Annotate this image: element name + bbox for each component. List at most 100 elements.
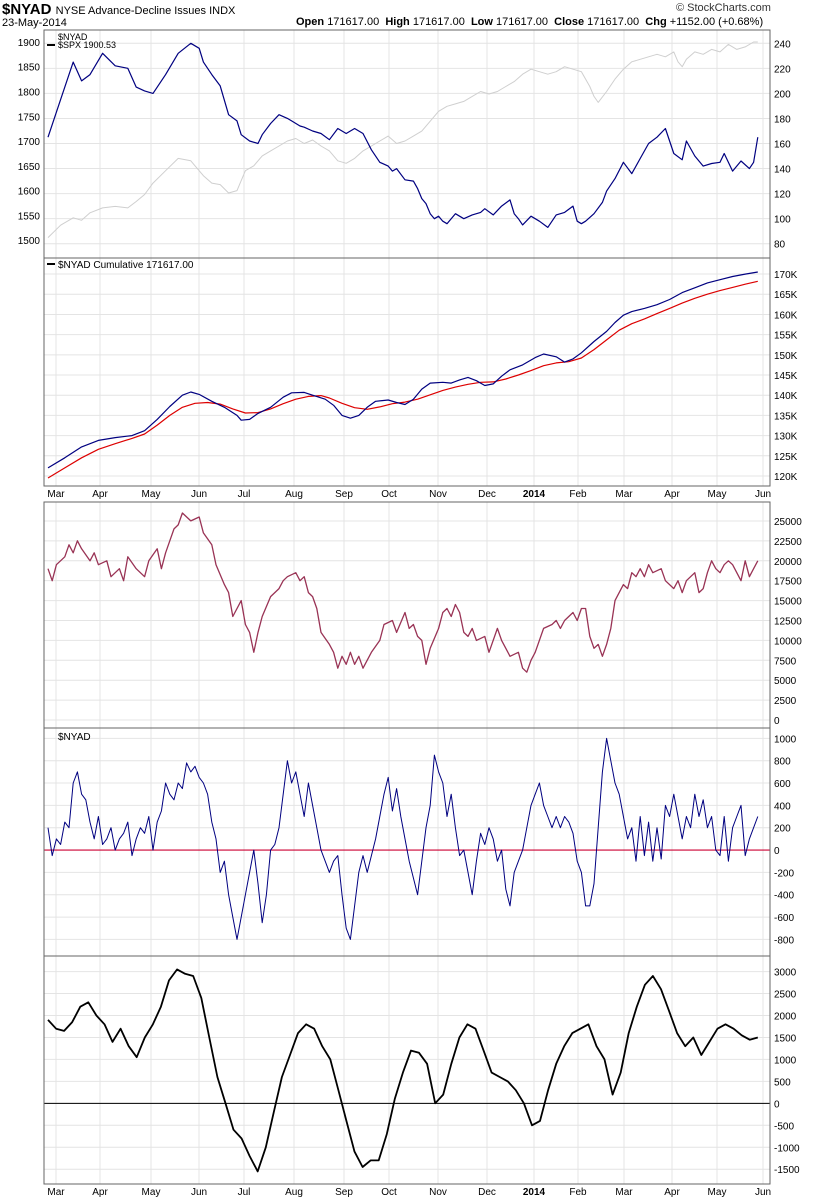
right-tick-label-4-5: 1000 [774,1055,797,1066]
open-value: 171617.00 [327,16,380,28]
right-tick-label-3-6: 400 [774,801,791,812]
chart-header: $NYAD NYSE Advance-Decline Issues INDX 2… [0,0,820,30]
right-tick-label-2-1: 2500 [774,696,797,707]
left-tick-label-0-1: 1550 [18,211,41,222]
daily-nyad-line [47,737,759,940]
high-value: 171617.00 [412,16,465,28]
right-tick-label-3-9: 1000 [774,734,797,745]
x-tick-label-4-3: Jun [191,1187,207,1198]
panel-frame-2 [43,501,771,729]
right-tick-label-1-9: 165K [774,290,798,301]
right-tick-label-0-6: 200 [774,89,791,100]
low-value: 171617.00 [496,16,549,28]
right-tick-label-2-8: 20000 [774,557,802,568]
right-tick-label-3-1: -600 [774,913,794,924]
right-tick-label-0-8: 240 [774,39,791,50]
symbol-description: NYSE Advance-Decline Issues INDX [55,5,236,17]
right-tick-label-1-3: 135K [774,411,798,422]
right-tick-label-2-0: 0 [774,716,780,727]
x-tick-label-1-3: Jun [191,489,207,500]
x-tick-label-4-7: Oct [381,1187,397,1198]
symbol: $NYAD [2,1,52,18]
close-label: Close [554,16,585,28]
right-tick-label-2-6: 15000 [774,597,802,608]
right-tick-label-3-5: 200 [774,824,791,835]
chg-label: Chg [645,16,667,28]
right-tick-label-3-3: -200 [774,868,794,879]
right-tick-label-4-0: -1500 [774,1165,800,1176]
chg-value: +1152.00 (+0.68%) [669,16,764,28]
left-tick-label-0-7: 1850 [18,63,41,74]
right-tick-label-4-1: -1000 [774,1143,800,1154]
right-tick-label-0-2: 120 [774,190,791,201]
right-tick-label-0-0: 80 [774,240,786,251]
x-tick-label-1-12: Mar [615,489,633,500]
right-tick-label-1-8: 160K [774,310,798,321]
cumulative-line [47,271,758,469]
x-tick-label-4-9: Dec [478,1187,496,1198]
right-tick-label-2-2: 5000 [774,676,797,687]
right-tick-label-4-9: 3000 [774,968,797,979]
x-tick-label-4-10: 2014 [523,1187,546,1198]
panel-frame-3 [43,727,771,957]
right-tick-label-2-9: 22500 [774,537,802,548]
right-tick-label-1-4: 140K [774,391,798,402]
right-tick-label-3-2: -400 [774,891,794,902]
right-tick-label-2-10: 25000 [774,517,802,528]
right-tick-label-1-5: 145K [774,371,798,382]
right-tick-label-4-8: 2500 [774,990,797,1001]
x-tick-label-1-11: Feb [569,489,587,500]
black-oscillator-line [47,968,759,1173]
left-tick-label-0-4: 1700 [18,137,41,148]
right-tick-label-1-10: 170K [774,270,798,281]
maroon-oscillator-line [47,512,759,673]
left-tick-label-0-0: 1500 [18,236,41,247]
x-tick-label-4-0: Mar [47,1187,65,1198]
right-tick-label-2-3: 7500 [774,656,797,667]
right-tick-label-0-1: 100 [774,215,791,226]
panel-title-daily-nyad: $NYAD [58,732,91,743]
x-tick-label-1-8: Nov [429,489,447,500]
right-tick-label-0-4: 160 [774,140,791,151]
right-tick-label-1-0: 120K [774,472,798,483]
panel-title-cumulative: $NYAD Cumulative 171617.00 [58,260,194,271]
right-tick-label-0-5: 180 [774,114,791,125]
right-tick-label-1-1: 125K [774,452,798,463]
stockcharts-logo: © StockCharts.com [676,2,771,14]
x-tick-label-1-5: Aug [285,489,303,500]
panel-frame-1 [43,257,771,487]
left-tick-label-0-3: 1650 [18,162,41,173]
x-tick-label-1-10: 2014 [523,489,546,500]
close-value: 171617.00 [587,16,640,28]
x-tick-label-1-1: Apr [92,489,108,500]
left-tick-label-0-6: 1800 [18,87,41,98]
legend-nyad: $NYAD [58,32,88,42]
x-tick-label-1-13: Apr [664,489,680,500]
chart-date: 23-May-2014 [2,17,67,29]
x-tick-label-4-6: Sep [335,1187,353,1198]
left-tick-label-0-5: 1750 [18,112,41,123]
panel-frame-4 [43,955,771,1185]
right-tick-label-4-3: 0 [774,1099,780,1110]
x-tick-label-4-1: Apr [92,1187,108,1198]
right-tick-label-4-4: 500 [774,1077,791,1088]
right-tick-label-3-0: -800 [774,935,794,946]
x-tick-label-4-12: Mar [615,1187,633,1198]
x-tick-label-1-0: Mar [47,489,65,500]
x-tick-label-4-11: Feb [569,1187,587,1198]
cumulative-ma-line [47,280,758,479]
right-tick-label-4-6: 1500 [774,1033,797,1044]
symbol-title: $NYAD NYSE Advance-Decline Issues INDX [2,1,235,18]
left-tick-label-0-2: 1600 [18,187,41,198]
left-tick-label-0-8: 1900 [18,38,41,49]
x-tick-label-1-7: Oct [381,489,397,500]
x-tick-label-1-6: Sep [335,489,353,500]
spx-series-line [47,41,758,238]
ohlc-readout: Open 171617.00 High 171617.00 Low 171617… [296,16,763,28]
right-tick-label-3-8: 800 [774,757,791,768]
x-tick-label-1-15: Jun [755,489,771,500]
x-tick-label-4-4: Jul [238,1187,251,1198]
right-tick-label-0-7: 220 [774,64,791,75]
high-label: High [385,16,410,28]
